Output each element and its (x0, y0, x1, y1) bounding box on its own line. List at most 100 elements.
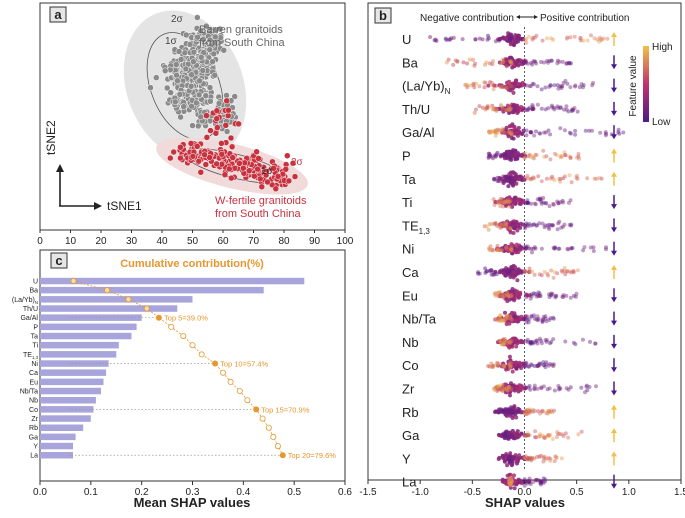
barren-label-line2: from South China (199, 37, 285, 49)
shap-point (529, 246, 534, 251)
shap-point (543, 434, 548, 439)
shap-point (557, 219, 562, 224)
direction-down-arrow-head (611, 134, 617, 140)
shap-point (534, 338, 539, 343)
shap-point (568, 85, 573, 90)
legend-title: Feature value (628, 55, 639, 117)
shap-point (525, 173, 530, 178)
shap-point (583, 128, 588, 133)
shap-point (541, 317, 546, 322)
shap-point (523, 226, 528, 231)
shap-point (521, 317, 526, 321)
shap-point (543, 479, 548, 484)
shap-point (541, 196, 546, 200)
shap-point (552, 246, 557, 251)
shap-point (531, 246, 536, 251)
shap-point (508, 393, 512, 398)
shap-point (541, 148, 546, 153)
top-tick-label: 10 (65, 236, 77, 247)
shap-bar (40, 406, 94, 413)
top-tick-label: 90 (309, 236, 321, 247)
shap-point (532, 59, 537, 64)
shap-point (568, 131, 573, 136)
barren-point (203, 22, 210, 30)
shap-point (604, 131, 608, 136)
wfertile-point (258, 183, 266, 191)
shap-point (465, 61, 470, 66)
shap-point (531, 106, 536, 111)
shap-point (551, 37, 556, 42)
shap-point (563, 431, 568, 436)
top-tick-label: 40 (156, 236, 168, 247)
shap-point (535, 341, 540, 346)
shap-bar (40, 397, 96, 404)
cumulative-point (265, 424, 272, 431)
shap-point (568, 155, 573, 160)
shap-point (524, 59, 529, 64)
cumulative-point (244, 397, 251, 404)
shap-point (552, 178, 557, 183)
barren-point (207, 98, 214, 105)
shap-point (527, 270, 532, 274)
shap-point (539, 479, 544, 484)
shap-bar (40, 360, 109, 367)
shap-point (491, 59, 495, 64)
shap-point (591, 81, 595, 85)
shap-point (571, 107, 576, 112)
shap-point (531, 175, 536, 180)
shap-point (535, 197, 540, 202)
top-tick-label: 20 (95, 236, 107, 247)
shap-point (523, 246, 528, 251)
barren-point (211, 39, 219, 47)
shap-point (523, 409, 528, 414)
shap-point (542, 130, 547, 135)
shap-point (551, 202, 556, 207)
shap-tick-label: 1.0 (622, 487, 636, 498)
shap-point (493, 39, 498, 44)
shap-point (536, 478, 541, 483)
shap-point (520, 222, 525, 227)
shap-point (573, 342, 578, 347)
shap-point (538, 411, 542, 416)
shap-point (524, 133, 529, 138)
shap-point (539, 246, 544, 251)
shap-point (528, 482, 533, 486)
wfertile-point (201, 151, 208, 159)
shap-point (472, 110, 477, 115)
shap-point (567, 173, 572, 178)
shap-point (521, 128, 526, 133)
barren-point (186, 41, 194, 48)
shap-point (527, 479, 531, 484)
shap-point (491, 83, 495, 88)
barren-point (206, 36, 214, 44)
shap-point (544, 456, 549, 461)
wfertile-point (231, 164, 238, 172)
shap-point (514, 344, 519, 349)
shap-point (524, 412, 529, 417)
shap-point (517, 453, 522, 458)
shap-point (532, 383, 537, 388)
shap-point (530, 269, 534, 274)
wfertile-1sigma-label: 1σ (261, 166, 274, 177)
shap-point (526, 106, 531, 111)
shap-point (522, 38, 527, 42)
shap-point (585, 38, 590, 43)
shap-point (529, 314, 534, 319)
shap-point (544, 339, 549, 344)
shap-point (548, 316, 553, 321)
shap-point (493, 291, 498, 296)
shap-point (579, 385, 584, 390)
shap-point (542, 435, 546, 440)
shap-point (539, 385, 544, 390)
shap-point (525, 222, 530, 227)
shap-point (513, 385, 518, 390)
shap-point (494, 129, 499, 134)
feature-label: Eu (402, 288, 418, 303)
shap-point (559, 84, 564, 89)
cumulative-point (212, 360, 219, 367)
shap-point (528, 84, 533, 88)
shap-point (581, 83, 586, 87)
shap-point (467, 57, 472, 62)
shap-point (560, 84, 565, 89)
shap-point (523, 361, 527, 366)
